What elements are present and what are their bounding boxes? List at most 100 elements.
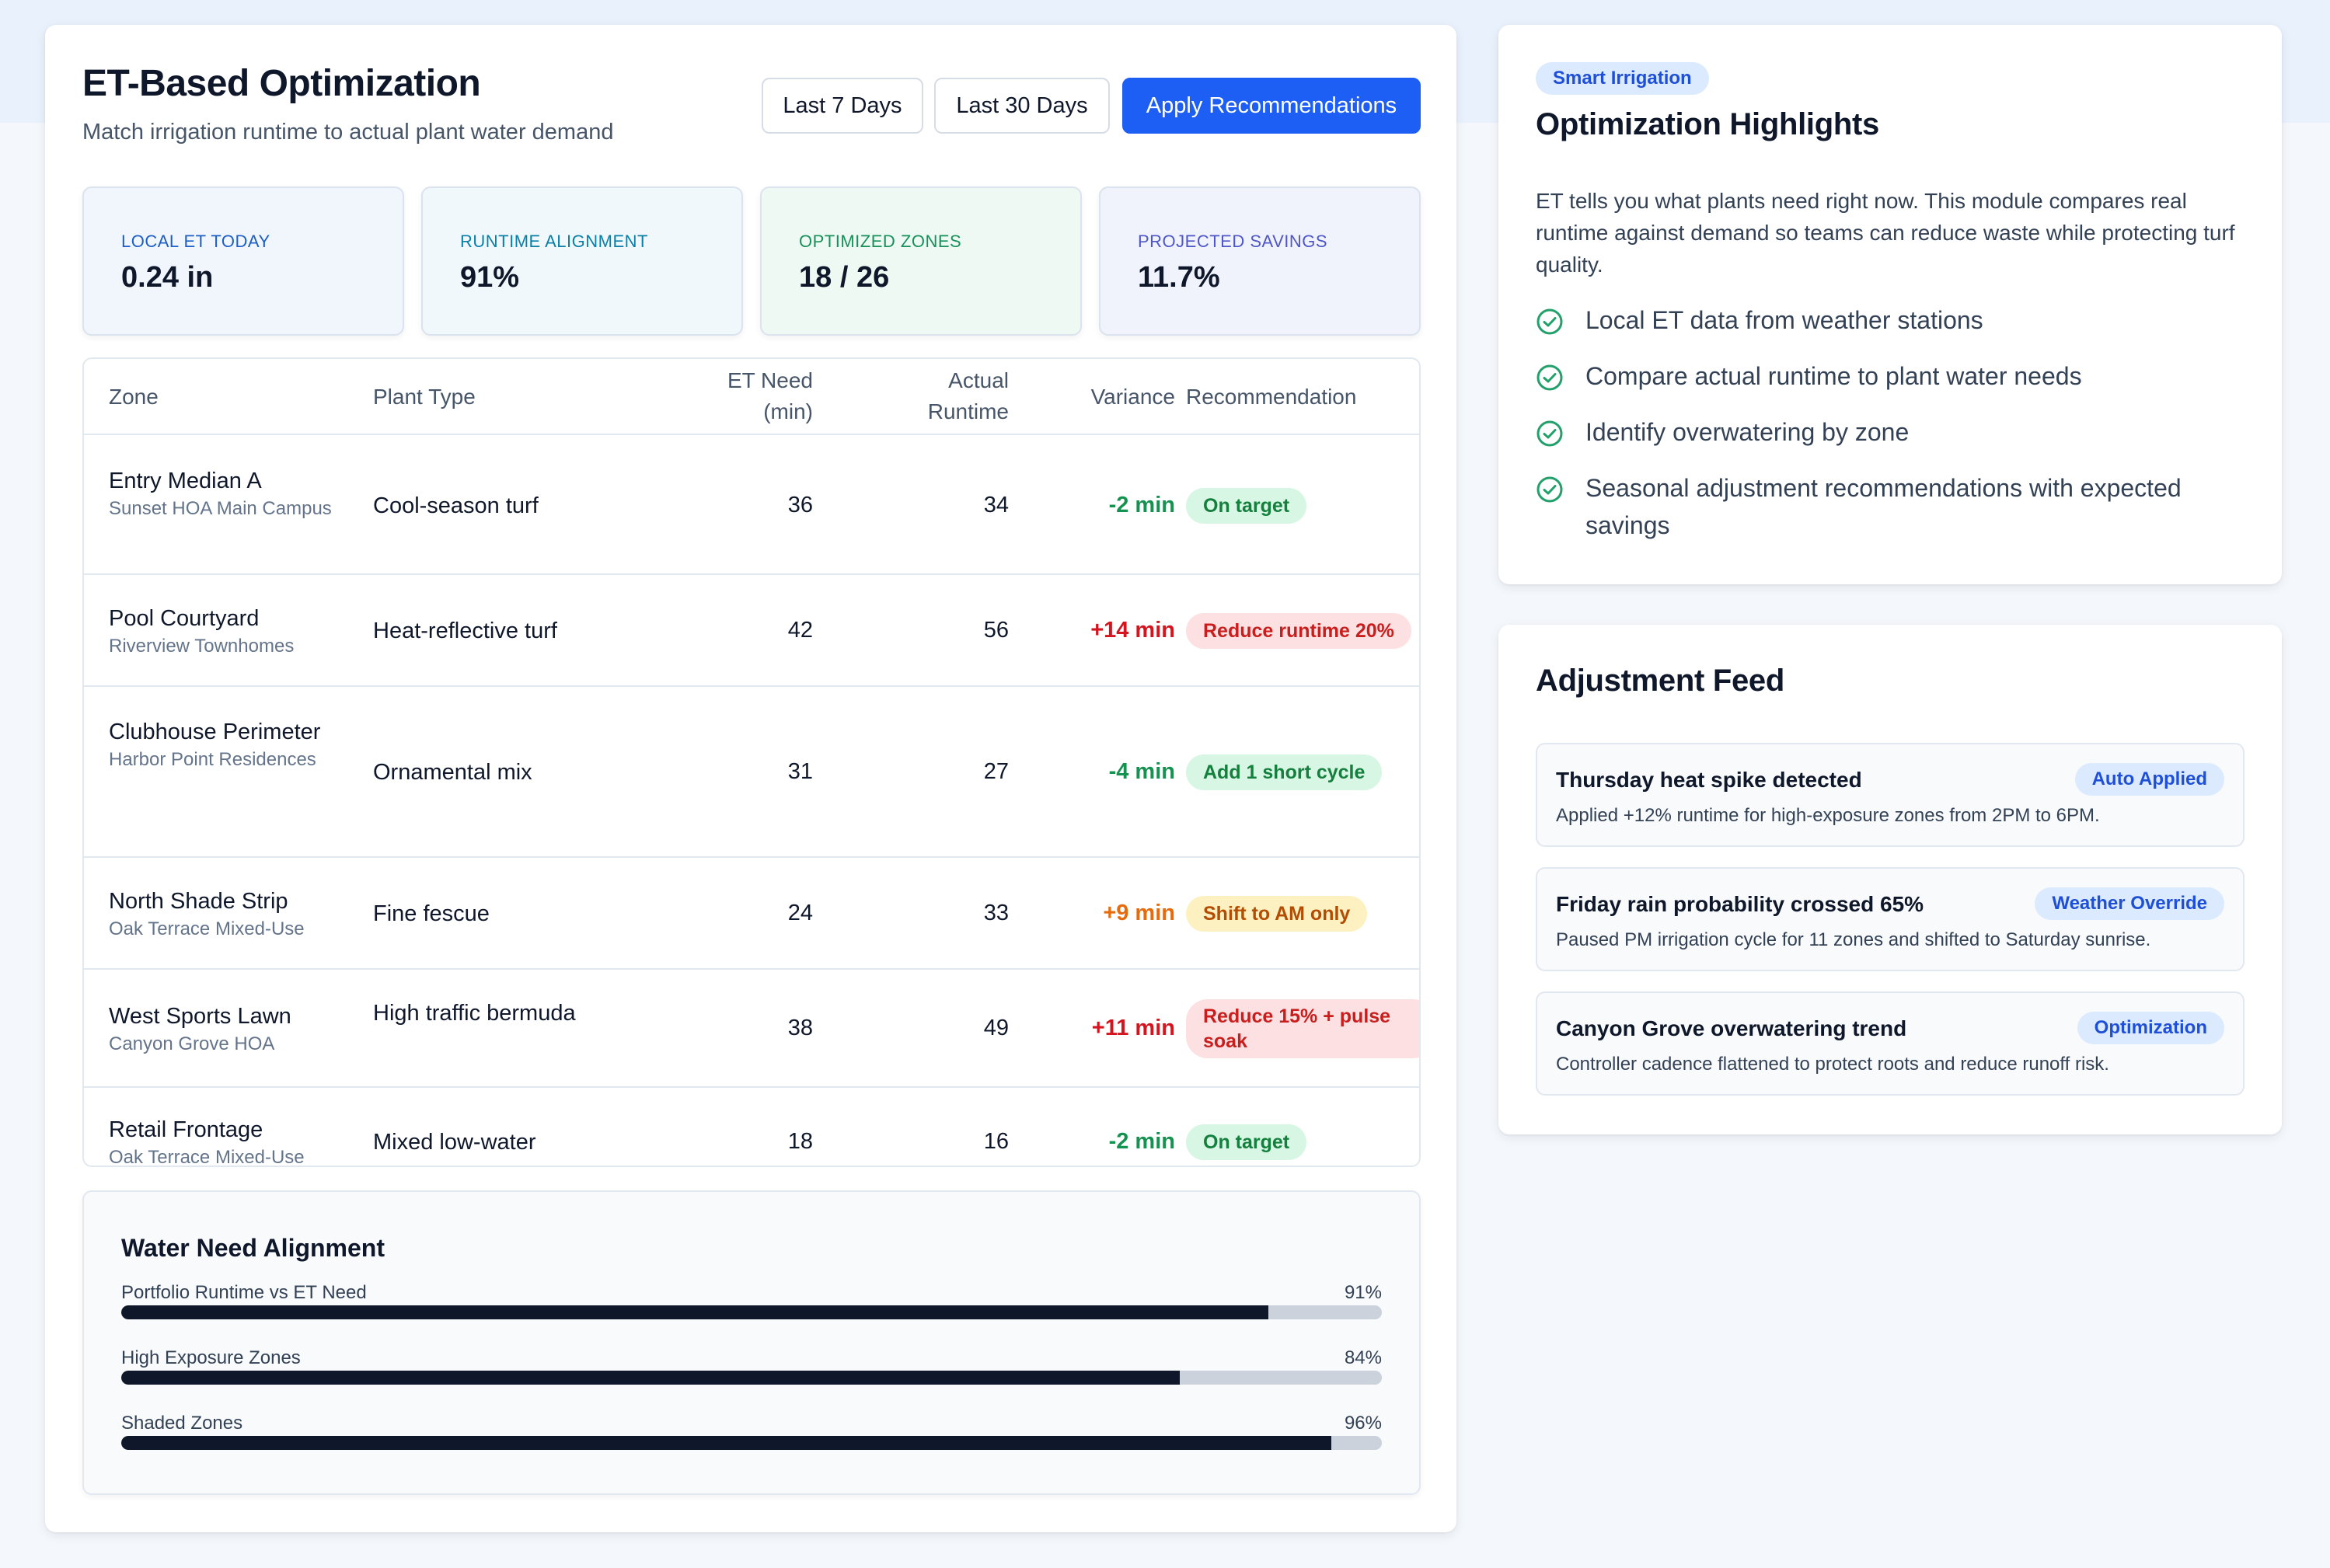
highlight-text: Identify overwatering by zone [1585, 418, 1910, 446]
table-row: West Sports Lawn Canyon Grove HOA High t… [84, 970, 1419, 1088]
actual-runtime-cell: 56 [983, 618, 1009, 643]
actual-runtime-cell: 34 [983, 493, 1009, 517]
recommendation-badge: On target [1186, 1124, 1307, 1160]
feed-item-body: Paused PM irrigation cycle for 11 zones … [1556, 929, 2151, 950]
plant-type-cell: Mixed low-water [373, 1130, 536, 1155]
header-et-need-line1: ET Need [727, 368, 813, 392]
zone-table: Zone Plant Type ET Need (min) Actual Run… [82, 357, 1421, 1167]
et-need-cell: 24 [787, 901, 813, 925]
feed-item-tag: Auto Applied [2074, 763, 2224, 796]
stat-label: LOCAL ET TODAY [121, 232, 270, 251]
alignment-progress-track [121, 1436, 1382, 1450]
highlight-item: Compare actual runtime to plant water ne… [1536, 357, 2251, 395]
zone-site: Riverview Townhomes [109, 636, 295, 657]
variance-cell: +14 min [1090, 618, 1175, 643]
et-optimization-card: ET-Based Optimization Match irrigation r… [45, 25, 1456, 1532]
alignment-value: 84% [1344, 1347, 1382, 1368]
page-title: ET-Based Optimization [82, 63, 481, 104]
feed-item: Canyon Grove overwatering trend Optimiza… [1536, 991, 2245, 1096]
zone-site: Oak Terrace Mixed-Use [109, 1147, 305, 1167]
highlights-description: ET tells you what plants need right now.… [1536, 189, 2235, 277]
zone-cell: North Shade Strip Oak Terrace Mixed-Use [109, 886, 342, 942]
alignment-progress-track [121, 1371, 1382, 1385]
apply-recommendations-button[interactable]: Apply Recommendations [1122, 78, 1421, 134]
zone-name: Pool Courtyard [109, 606, 260, 631]
check-circle-icon [1536, 308, 1563, 335]
alignment-row: Shaded Zones 96% [121, 1413, 1382, 1467]
et-need-cell: 31 [787, 759, 813, 784]
zone-cell: West Sports Lawn Canyon Grove HOA [109, 1001, 342, 1057]
recommendation-badge: Shift to AM only [1186, 896, 1368, 932]
table-row: North Shade Strip Oak Terrace Mixed-Use … [84, 858, 1419, 970]
alignment-value: 91% [1344, 1282, 1382, 1303]
stat-value: 0.24 in [121, 261, 214, 294]
plant-type-cell: Cool-season turf [373, 493, 539, 518]
stat-local-et-today: LOCAL ET TODAY 0.24 in [82, 186, 404, 336]
header-runtime-line1: Actual [948, 368, 1009, 392]
recommendation-badge: Add 1 short cycle [1186, 754, 1383, 790]
highlights-title: Optimization Highlights [1536, 107, 1879, 141]
zone-cell: Clubhouse Perimeter Harbor Point Residen… [109, 716, 342, 772]
feed-item-title: Friday rain probability crossed 65% [1556, 892, 1924, 916]
feed-item-tag: Optimization [2077, 1012, 2224, 1044]
header-et-need-line2: (min) [763, 399, 813, 423]
stat-label: RUNTIME ALIGNMENT [460, 232, 648, 251]
highlight-item: Seasonal adjustment recommendations with… [1536, 469, 2251, 544]
zone-site: Harbor Point Residences [109, 749, 316, 770]
stat-label: OPTIMIZED ZONES [799, 232, 962, 251]
variance-cell: +11 min [1091, 1016, 1175, 1040]
zone-name: West Sports Lawn [109, 1004, 291, 1029]
alignment-label: Portfolio Runtime vs ET Need [121, 1282, 367, 1303]
zone-name: Retail Frontage [109, 1117, 263, 1142]
alignment-progress-track [121, 1305, 1382, 1319]
smart-irrigation-badge: Smart Irrigation [1536, 62, 1709, 95]
last-7-days-button[interactable]: Last 7 Days [762, 78, 923, 134]
header-zone: Zone [109, 385, 159, 409]
actual-runtime-cell: 33 [983, 901, 1009, 925]
header-recommendation: Recommendation [1186, 385, 1357, 409]
actual-runtime-cell: 49 [983, 1016, 1009, 1040]
alignment-row: High Exposure Zones 84% [121, 1347, 1382, 1402]
adjustment-feed-card: Adjustment Feed Thursday heat spike dete… [1498, 625, 2282, 1134]
variance-cell: -2 min [1108, 1129, 1175, 1154]
check-circle-icon [1536, 476, 1563, 503]
stat-value: 18 / 26 [799, 261, 890, 294]
alignment-row: Portfolio Runtime vs ET Need 91% [121, 1282, 1382, 1336]
header-et-need: ET Need (min) [628, 365, 813, 427]
plant-type-cell: Ornamental mix [373, 760, 532, 785]
table-header: Zone Plant Type ET Need (min) Actual Run… [84, 359, 1419, 435]
highlight-text: Local ET data from weather stations [1585, 306, 1983, 334]
feed-item-title: Thursday heat spike detected [1556, 768, 1862, 792]
check-circle-icon [1536, 364, 1563, 391]
highlight-text: Compare actual runtime to plant water ne… [1585, 362, 2082, 390]
stat-projected-savings: PROJECTED SAVINGS 11.7% [1099, 186, 1421, 336]
header-plant-type: Plant Type [373, 385, 476, 409]
plant-type-cell: Fine fescue [373, 901, 490, 926]
recommendation-badge: On target [1186, 488, 1307, 524]
feed-item-body: Applied +12% runtime for high-exposure z… [1556, 805, 2100, 826]
zone-cell: Entry Median A Sunset HOA Main Campus [109, 465, 342, 521]
header-runtime-line2: Runtime [927, 399, 1009, 423]
recommendation-badge: Reduce 15% + pulse soak [1186, 999, 1419, 1058]
zone-site: Canyon Grove HOA [109, 1033, 275, 1054]
highlight-text: Seasonal adjustment recommendations with… [1585, 474, 2182, 539]
variance-cell: +9 min [1103, 901, 1175, 925]
plant-type-cell: Heat-reflective turf [373, 618, 557, 643]
table-row: Retail Frontage Oak Terrace Mixed-Use Mi… [84, 1088, 1419, 1167]
water-need-alignment-panel: Water Need Alignment Portfolio Runtime v… [82, 1190, 1421, 1495]
last-30-days-button[interactable]: Last 30 Days [934, 78, 1110, 134]
stat-value: 91% [460, 261, 520, 294]
highlight-item: Identify overwatering by zone [1536, 413, 2251, 451]
table-row: Entry Median A Sunset HOA Main Campus Co… [84, 437, 1419, 575]
header-variance: Variance [1090, 385, 1175, 409]
alignment-progress-fill [121, 1371, 1181, 1385]
actual-runtime-cell: 27 [983, 759, 1009, 784]
feed-item-title: Canyon Grove overwatering trend [1556, 1016, 1907, 1040]
stat-runtime-alignment: RUNTIME ALIGNMENT 91% [421, 186, 743, 336]
feed-item-tag: Weather Override [2035, 887, 2224, 920]
feed-item: Thursday heat spike detected Auto Applie… [1536, 743, 2245, 847]
actual-runtime-cell: 16 [983, 1129, 1009, 1154]
alignment-progress-fill [121, 1305, 1269, 1319]
highlights-list: Local ET data from weather stations Comp… [1536, 301, 2251, 563]
stat-value: 11.7% [1138, 261, 1220, 294]
